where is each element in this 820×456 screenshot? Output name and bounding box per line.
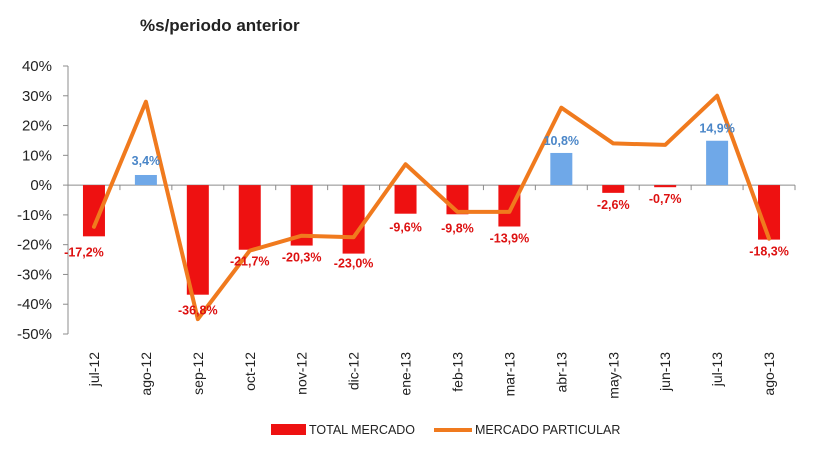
bar <box>498 185 521 227</box>
category-label: mar-13 <box>501 352 517 397</box>
line-point <box>508 211 510 213</box>
category-label: ene-13 <box>398 352 414 396</box>
category-label: sep-12 <box>190 352 206 395</box>
data-label: 10,8% <box>544 134 579 148</box>
category-label: may-13 <box>605 352 621 399</box>
category-label: ago-12 <box>138 352 154 396</box>
data-labels: -17,2% 3,4% -36,8% -21,7% -20,3% -23,0% -9,6% -… <box>64 122 789 318</box>
bar <box>82 185 105 237</box>
category-label: dic-12 <box>346 352 362 390</box>
line-point <box>560 107 562 109</box>
line-point <box>93 226 95 228</box>
y-tick-label: -40% <box>17 296 52 313</box>
data-label: -20,3% <box>282 251 322 265</box>
legend-label-mercado-particular: MERCADO PARTICULAR <box>475 423 620 437</box>
bar <box>238 185 261 250</box>
data-label: 3,4% <box>132 154 161 168</box>
data-label: -17,2% <box>64 245 104 259</box>
y-tick-label: 0% <box>30 177 52 194</box>
data-label: -13,9% <box>490 232 530 246</box>
data-label: -9,6% <box>389 221 422 235</box>
y-tick-label: 30% <box>22 88 52 105</box>
bar <box>602 185 625 193</box>
bars <box>82 140 781 295</box>
category-label: feb-13 <box>449 352 465 392</box>
legend-label-total-mercado: TOTAL MERCADO <box>309 423 415 437</box>
y-tick-label: 40% <box>22 58 52 75</box>
bar <box>186 185 209 295</box>
data-label: -18,3% <box>749 245 789 259</box>
category-label: jun-13 <box>657 352 673 392</box>
line-point <box>664 144 666 146</box>
y-tick-label: -10% <box>17 207 52 224</box>
y-tick-label: -30% <box>17 266 52 283</box>
line-point <box>145 101 147 103</box>
bar <box>654 185 677 188</box>
bar <box>290 185 313 246</box>
line-path <box>91 93 772 322</box>
axes <box>63 65 796 335</box>
data-label: -23,0% <box>334 257 374 271</box>
line-point <box>456 211 458 213</box>
y-tick-label: 10% <box>22 147 52 164</box>
y-tick-label: 20% <box>22 118 52 135</box>
category-label: abr-13 <box>553 352 569 393</box>
y-tick-label: -20% <box>17 237 52 254</box>
legend-swatch-total-mercado <box>271 424 306 435</box>
line-point <box>768 238 770 240</box>
y-tick-label: -50% <box>17 326 52 343</box>
category-label: jul-12 <box>86 352 102 387</box>
bar <box>134 174 157 186</box>
chart-title: %s/periodo anterior <box>140 16 300 35</box>
legend: TOTAL MERCADO MERCADO PARTICULAR <box>271 423 620 437</box>
line-point <box>716 95 718 97</box>
bar <box>706 140 729 186</box>
bar <box>394 185 417 214</box>
category-label: nov-12 <box>294 352 310 395</box>
line-point <box>197 318 199 320</box>
category-label: ago-13 <box>761 352 777 396</box>
line-series <box>91 93 772 322</box>
line-point <box>612 142 614 144</box>
category-labels: jul-12 ago-12 sep-12 oct-12 nov-12 dic-12 ene-… <box>86 352 777 399</box>
data-label: -36,8% <box>178 304 218 318</box>
bar <box>550 152 573 186</box>
line-point <box>301 235 303 237</box>
bar <box>342 185 365 254</box>
data-label: -9,8% <box>441 221 474 235</box>
y-tick-labels: 40% 30% 20% 10% 0% -10% -20% -30% -40% -50% <box>17 58 52 343</box>
line-point <box>405 163 407 165</box>
data-label: 14,9% <box>699 122 734 136</box>
category-label: oct-12 <box>242 352 258 391</box>
data-label: -21,7% <box>230 255 270 269</box>
line-point <box>249 250 251 252</box>
data-label: -2,6% <box>597 198 630 212</box>
data-label: -0,7% <box>649 192 682 206</box>
line-point <box>353 236 355 238</box>
category-label: jul-13 <box>709 352 725 387</box>
